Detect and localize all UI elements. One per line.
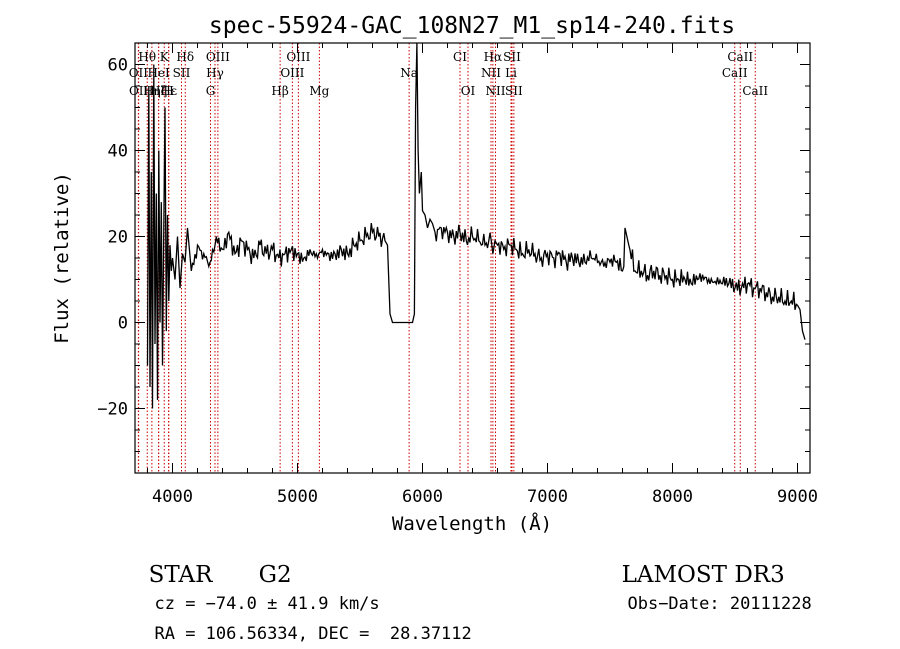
y-tick-label: 20 — [108, 228, 128, 248]
spectral-line-label: CaII — [727, 50, 753, 64]
spectral-line-label: Hδ — [176, 50, 194, 64]
spectral-line-label: K — [160, 50, 170, 64]
survey-name: LAMOST DR3 — [607, 536, 785, 588]
spectral-line-label: OI — [461, 84, 476, 98]
spectral-line-label: OIII — [286, 50, 310, 64]
coordinates-label: RA = 106.56334, DEC = 28.37112 — [154, 624, 472, 644]
spectral-line-label: Hη — [143, 84, 161, 98]
object-class-label: STAR — [148, 562, 213, 588]
y-tick-label: −20 — [97, 400, 128, 420]
spectral-line-label: SII — [503, 50, 521, 64]
spectral-line-label: Hθ — [138, 50, 156, 64]
spectral-line-label: OII — [129, 66, 149, 80]
survey-name-label: LAMOST DR3 — [621, 562, 785, 588]
observation-date: Obs−Date: 20111228 — [607, 574, 812, 614]
spectral-line-label: Hε — [160, 84, 177, 98]
y-tick-label: 0 — [118, 314, 128, 334]
spectral-line-label: G — [206, 84, 216, 98]
spectral-line-label: Li — [505, 66, 517, 80]
spectral-line-label: CaII — [722, 66, 748, 80]
x-tick-label: 4000 — [152, 487, 193, 507]
x-tick-label: 8000 — [652, 487, 693, 507]
plot-frame — [134, 42, 811, 474]
x-tick-label: 9000 — [777, 487, 818, 507]
spectral-line-label: Hα — [484, 50, 503, 64]
spectral-line-label: NII — [486, 84, 506, 98]
redshift-velocity-label: cz = −74.0 ± 41.9 km/s — [154, 594, 380, 614]
y-axis-label: Flux (relative) — [51, 172, 73, 344]
x-tick-label: 7000 — [527, 487, 568, 507]
y-tick-label: 40 — [108, 142, 128, 162]
spectral-line-label: SII — [173, 66, 191, 80]
spectrum-line — [146, 42, 806, 409]
spectral-line-label: SII — [505, 84, 523, 98]
coordinates: RA = 106.56334, DEC = 28.37112 — [134, 604, 472, 644]
spectral-line-label: Hβ — [271, 84, 288, 98]
chart-title: spec-55924-GAC_108N27_M1_sp14-240.fits — [209, 13, 735, 39]
spectral-line-label: H — [163, 84, 173, 98]
x-tick-label: 5000 — [277, 487, 318, 507]
spectral-line-label: CI — [453, 50, 467, 64]
observation-date-label: Obs−Date: 20111228 — [627, 594, 812, 614]
object-class: STAR — [134, 536, 213, 588]
spectral-line-label: Hγ — [206, 66, 224, 80]
spectral-line-label: NII — [481, 66, 501, 80]
spectral-line-label: OIII — [280, 66, 304, 80]
spectral-line-label: Mg — [309, 84, 329, 98]
object-subclass: G2 — [244, 536, 292, 588]
spectral-line-label: OIII — [206, 50, 230, 64]
spectral-line-label: HeI — [147, 66, 170, 80]
object-subclass-label: G2 — [258, 562, 292, 588]
spectral-line-markers — [137, 43, 756, 473]
x-axis-label: Wavelength (Å) — [392, 512, 552, 535]
spectral-line-label: OII — [129, 84, 149, 98]
y-tick-label: 60 — [108, 56, 128, 76]
axis-tick-labels: 4000 5000 6000 7000 8000 9000 −20 0 20 40 60 — [97, 56, 818, 508]
axis-ticks — [135, 43, 810, 473]
spectral-line-label: Na — [400, 66, 418, 80]
redshift-velocity: cz = −74.0 ± 41.9 km/s — [134, 574, 380, 614]
spectral-line-label: CaII — [742, 84, 768, 98]
x-tick-label: 6000 — [402, 487, 443, 507]
